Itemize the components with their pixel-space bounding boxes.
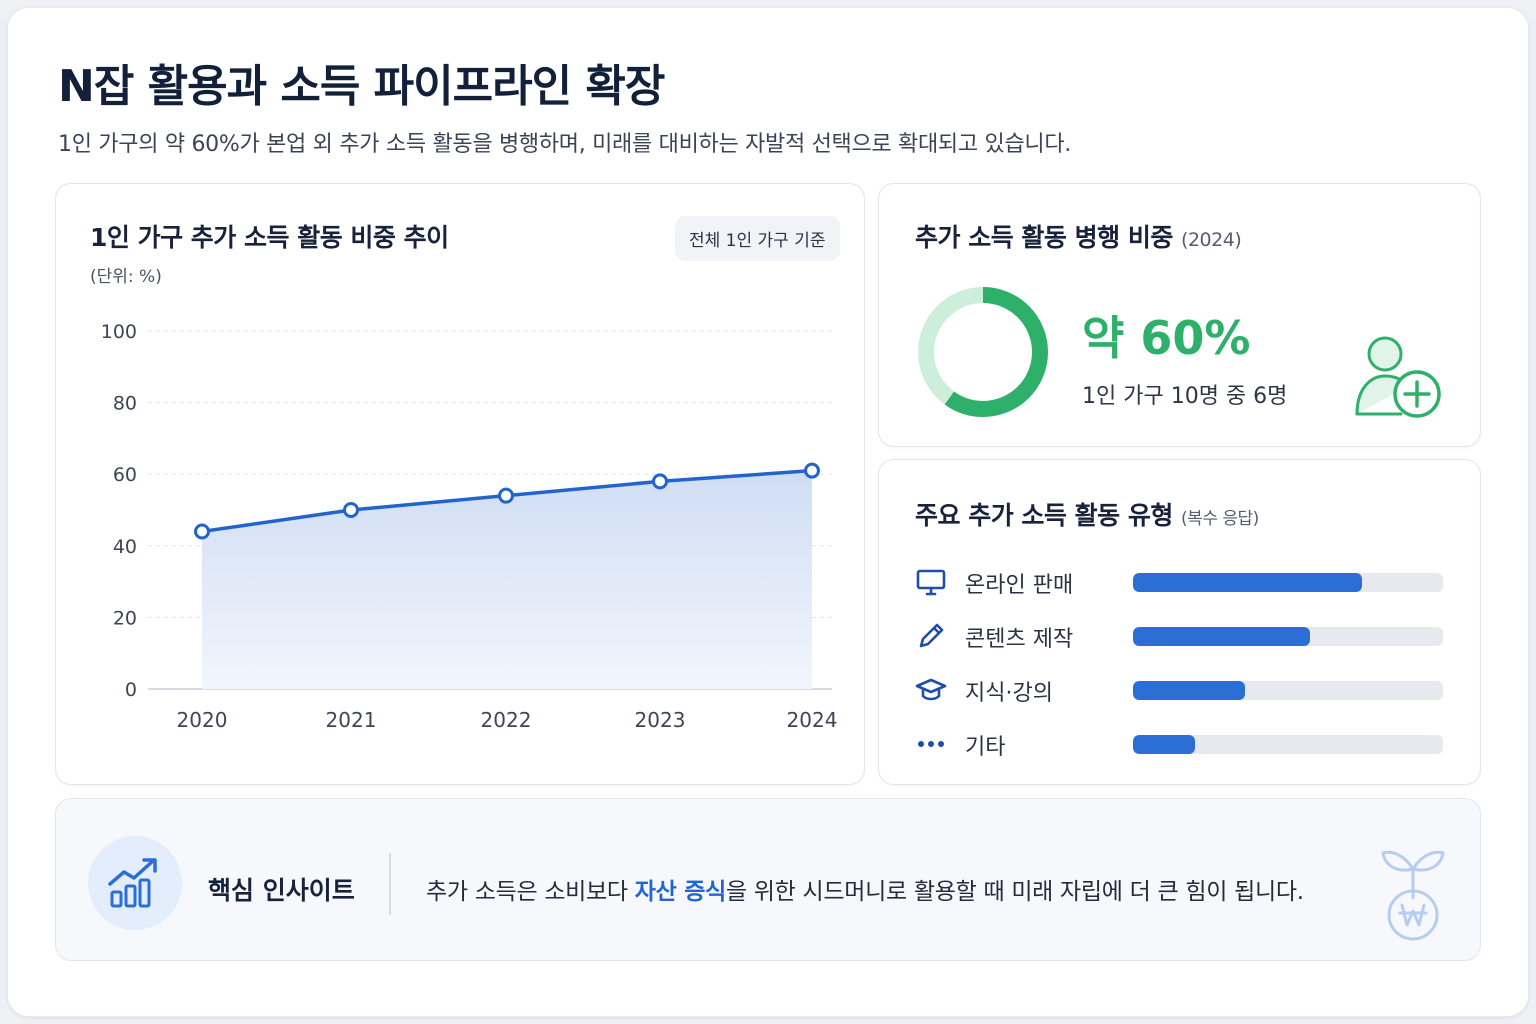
- x-tick-label: 2023: [635, 708, 686, 732]
- area-fill: [202, 470, 812, 689]
- trend-card: 1인 가구 추가 소득 활동 비중 추이 전체 1인 가구 기준 (단위: %)…: [55, 183, 865, 785]
- types-note: (복수 응답): [1181, 509, 1259, 529]
- data-point: [343, 502, 359, 518]
- data-point: [194, 523, 210, 540]
- y-tick-label: 0: [125, 679, 137, 701]
- ratio-card-title: 추가 소득 활동 병행 비중 (2024): [915, 218, 1242, 254]
- ratio-card: 추가 소득 활동 병행 비중 (2024) 약 60% 1인 가구 10명 중 …: [878, 183, 1481, 447]
- y-tick-label: 60: [113, 464, 137, 486]
- types-title-text: 주요 추가 소득 활동 유형: [915, 501, 1173, 530]
- list-item: 온라인 판매: [915, 564, 1445, 600]
- activity-label: 온라인 판매: [965, 573, 1074, 598]
- y-tick-label: 100: [101, 321, 137, 343]
- bar-fill: [1133, 573, 1363, 592]
- page: N잡 활용과 소득 파이프라인 확장 1인 가구의 약 60%가 본업 외 추가…: [7, 7, 1529, 1017]
- activity-label: 지식·강의: [965, 681, 1053, 706]
- bar-fill: [1133, 735, 1195, 754]
- bar-track: [1133, 735, 1443, 754]
- list-item: 콘텐츠 제작: [915, 618, 1445, 654]
- y-tick-label: 20: [113, 607, 137, 629]
- donut-fill: [918, 287, 1048, 417]
- ratio-title-text: 추가 소득 활동 병행 비중: [915, 223, 1173, 252]
- types-card: 주요 추가 소득 활동 유형 (복수 응답) 온라인 판매 콘텐츠 제작: [878, 459, 1481, 785]
- data-point: [652, 473, 668, 490]
- bar-track: [1133, 573, 1443, 592]
- y-tick-label: 40: [113, 536, 137, 558]
- x-tick-label: 2022: [481, 708, 532, 732]
- insight-text-after: 을 위한 시드머니로 활용할 때 미래 자립에 더 큰 힘이 됩니다.: [725, 879, 1304, 905]
- money-sprout-icon: [1381, 850, 1445, 941]
- activity-label: 콘텐츠 제작: [965, 627, 1074, 652]
- bar-track: [1133, 681, 1443, 700]
- insight-text-before: 추가 소득은 소비보다: [426, 879, 635, 905]
- trend-chart: 0 20 40 60 80 100 2020 2021 2022 2023 2024: [101, 321, 838, 732]
- more-dots-icon: [918, 741, 944, 747]
- insight-divider: [389, 853, 391, 915]
- bar-track: [1133, 627, 1443, 646]
- graduation-cap-icon: [915, 678, 947, 701]
- bar-fill: [1133, 627, 1310, 646]
- user-add-icon: [1355, 336, 1441, 418]
- bar-fill: [1133, 681, 1245, 700]
- data-point: [498, 487, 514, 504]
- x-tick-label: 2024: [787, 708, 838, 732]
- insight-text: 추가 소득은 소비보다 자산 증식을 위한 시드머니로 활용할 때 미래 자립에…: [426, 872, 1304, 906]
- insight-icon-bg: [88, 836, 182, 930]
- types-card-title: 주요 추가 소득 활동 유형 (복수 응답): [915, 496, 1259, 532]
- ratio-percent: 약 60%: [1082, 311, 1251, 365]
- list-item: 지식·강의: [915, 672, 1445, 708]
- unit-label: (단위: %): [90, 267, 162, 287]
- insight-banner: 핵심 인사이트 추가 소득은 소비보다 자산 증식을 위한 시드머니로 활용할 …: [55, 798, 1481, 961]
- data-point: [804, 462, 820, 479]
- ratio-text: 1인 가구 10명 중 6명: [1082, 384, 1288, 409]
- x-tick-label: 2021: [326, 708, 377, 732]
- growth-chart-icon: [108, 858, 157, 908]
- x-tick-label: 2020: [177, 708, 228, 732]
- list-item: 기타: [915, 726, 1445, 762]
- trend-card-title: 1인 가구 추가 소득 활동 비중 추이: [90, 223, 449, 252]
- monitor-icon: [916, 569, 946, 596]
- insight-label: 핵심 인사이트: [208, 876, 355, 905]
- insight-highlight: 자산 증식: [634, 879, 726, 905]
- scope-badge: 전체 1인 가구 기준: [675, 216, 840, 261]
- ratio-year: (2024): [1181, 229, 1242, 251]
- ratio-donut: [918, 287, 1048, 417]
- y-tick-label: 80: [113, 393, 137, 415]
- activity-label: 기타: [965, 735, 1006, 760]
- pencil-icon: [919, 623, 944, 648]
- page-subtitle: 1인 가구의 약 60%가 본업 외 추가 소득 활동을 병행하며, 미래를 대…: [58, 132, 1071, 157]
- page-title: N잡 활용과 소득 파이프라인 확장: [58, 61, 665, 112]
